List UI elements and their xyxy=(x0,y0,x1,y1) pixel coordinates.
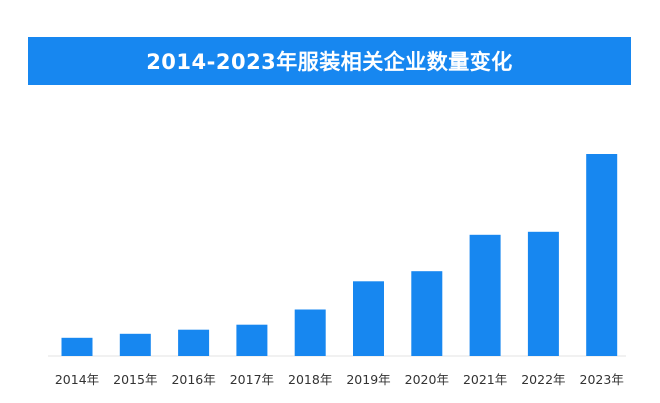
bar-4 xyxy=(294,309,326,356)
bar-3 xyxy=(236,324,268,356)
x-tick-label: 2016年 xyxy=(171,372,215,387)
bars-group xyxy=(61,154,618,356)
x-tick-label: 2023年 xyxy=(580,372,624,387)
bar-9 xyxy=(586,154,618,356)
x-tick-label: 2014年 xyxy=(55,372,99,387)
title-banner: 2014-2023年服装相关企业数量变化 xyxy=(28,37,631,85)
x-tick-label: 2022年 xyxy=(521,372,565,387)
x-tick-label: 2019年 xyxy=(346,372,390,387)
x-tick-labels: 2014年 2015年 2016年 2017年 2018年 2019年 2020年 2021年… xyxy=(55,372,624,387)
bar-2 xyxy=(178,329,210,356)
chart-title: 2014-2023年服装相关企业数量变化 xyxy=(146,50,513,74)
bar-0 xyxy=(61,337,93,356)
bar-5 xyxy=(353,281,384,356)
bar-6 xyxy=(411,271,443,356)
bar-8 xyxy=(527,231,559,356)
bar-1 xyxy=(119,333,151,356)
x-tick-label: 2015年 xyxy=(113,372,157,387)
x-tick-label: 2018年 xyxy=(288,372,332,387)
x-tick-label: 2020年 xyxy=(405,372,449,387)
x-tick-label: 2017年 xyxy=(230,372,274,387)
bar-7 xyxy=(469,234,501,356)
x-tick-label: 2021年 xyxy=(463,372,507,387)
